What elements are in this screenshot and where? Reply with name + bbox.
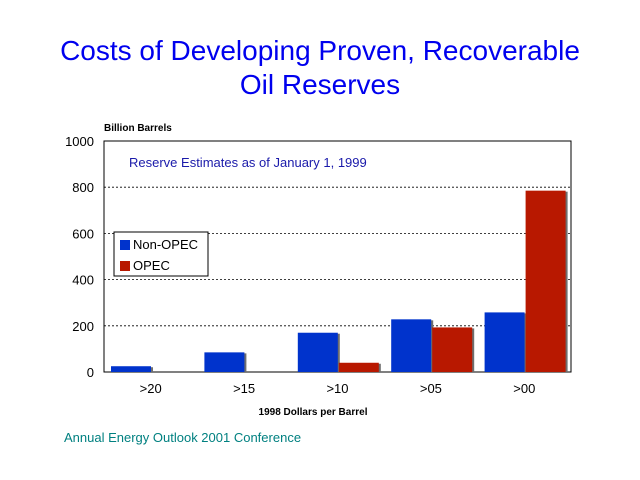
x-tick-label: >10 [326,381,348,396]
bar-non-opec [111,366,151,372]
bar-opec [525,190,566,372]
bar-non-opec [204,352,245,372]
bar-opec [432,327,473,372]
legend-swatch-opec [120,261,130,271]
x-axis-ticks: >20 >15 >10 >05 >00 [140,381,536,396]
y-tick-label: 400 [72,273,94,288]
x-tick-label: >15 [233,381,255,396]
y-tick-label: 0 [87,365,94,380]
chart-annotation: Reserve Estimates as of January 1, 1999 [129,155,367,170]
slide-title-line-1: Costs of Developing Proven, Recoverable [60,35,580,66]
legend-label-opec: OPEC [133,258,170,273]
bar-non-opec [391,319,432,372]
legend-swatch-non-opec [120,240,130,250]
x-tick-label: >20 [140,381,162,396]
slide-title: Costs of Developing Proven, Recoverable … [0,34,640,102]
bar-opec [338,362,379,372]
x-axis-title: 1998 Dollars per Barrel [259,407,368,418]
y-tick-label: 200 [72,319,94,334]
y-tick-label: 800 [72,180,94,195]
bars [111,190,568,372]
y-axis-ticks: 0 200 400 600 800 1000 [65,134,94,380]
legend: Non-OPEC OPEC [113,231,209,277]
x-tick-label: >00 [513,381,535,396]
bar-non-opec [484,312,525,372]
bar-non-opec [297,332,338,372]
y-tick-label: 600 [72,226,94,241]
y-tick-label: 1000 [65,134,94,149]
legend-label-non-opec: Non-OPEC [133,237,198,252]
footer-source: Annual Energy Outlook 2001 Conference [64,430,302,445]
x-tick-label: >05 [420,381,442,396]
y-axis-title: Billion Barrels [104,123,172,134]
slide-title-line-2: Oil Reserves [239,69,401,100]
